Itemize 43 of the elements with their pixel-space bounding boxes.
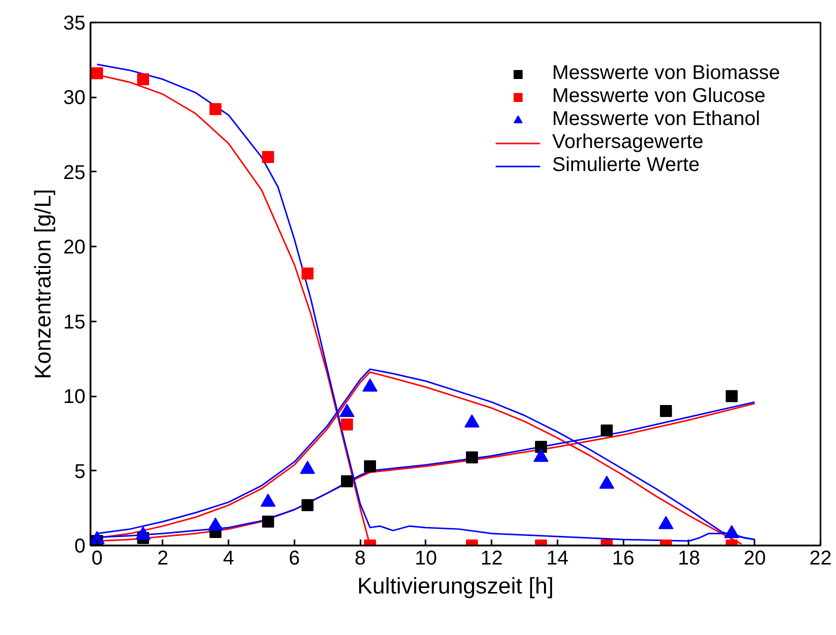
x-tick-label: 12 <box>480 548 503 570</box>
legend-label: Messwerte von Ethanol <box>552 108 760 131</box>
x-tick-label: 16 <box>612 548 634 570</box>
x-tick-label: 2 <box>157 548 168 570</box>
point <box>208 517 223 531</box>
point <box>209 103 222 116</box>
x-tick-label: 0 <box>92 548 103 570</box>
y-tick-label: 25 <box>63 162 86 184</box>
point <box>362 378 378 392</box>
y-tick-label: 35 <box>63 12 86 34</box>
point <box>300 460 316 474</box>
y-tick-label: 30 <box>63 87 86 110</box>
x-tick-label: 4 <box>223 548 234 570</box>
point <box>302 268 314 280</box>
y-axis-title: Konzentration [g/L] <box>29 188 56 380</box>
x-tick-label: 6 <box>288 548 300 570</box>
x-tick-label: 10 <box>414 548 438 570</box>
y-tick-label: 15 <box>63 311 86 334</box>
x-axis-title: Kultivierungszeit [h] <box>357 572 554 598</box>
point <box>136 526 151 540</box>
point <box>464 414 480 428</box>
point <box>533 448 548 462</box>
legend-label: Messwerte von Glucose <box>552 85 766 108</box>
x-tick-label: 22 <box>809 548 832 570</box>
point <box>724 524 740 538</box>
y-tick-label: 20 <box>63 236 86 259</box>
point <box>599 476 614 489</box>
point <box>91 67 104 80</box>
x-tick-label: 18 <box>678 548 700 570</box>
legend-label: Simulierte Werte <box>552 154 700 177</box>
point <box>90 530 105 544</box>
point <box>658 516 674 530</box>
x-tick-label: 20 <box>744 548 766 570</box>
point <box>262 150 274 163</box>
y-tick-label: 5 <box>74 460 86 483</box>
point <box>339 404 354 418</box>
legend-label: Vorhersagewerte <box>552 131 704 154</box>
x-tick-label: 14 <box>546 548 569 570</box>
point <box>137 73 150 86</box>
legend-label: Messwerte von Biomasse <box>552 62 780 85</box>
point <box>260 494 276 507</box>
x-tick-label: 8 <box>354 548 366 570</box>
y-tick-label: 10 <box>63 386 86 408</box>
